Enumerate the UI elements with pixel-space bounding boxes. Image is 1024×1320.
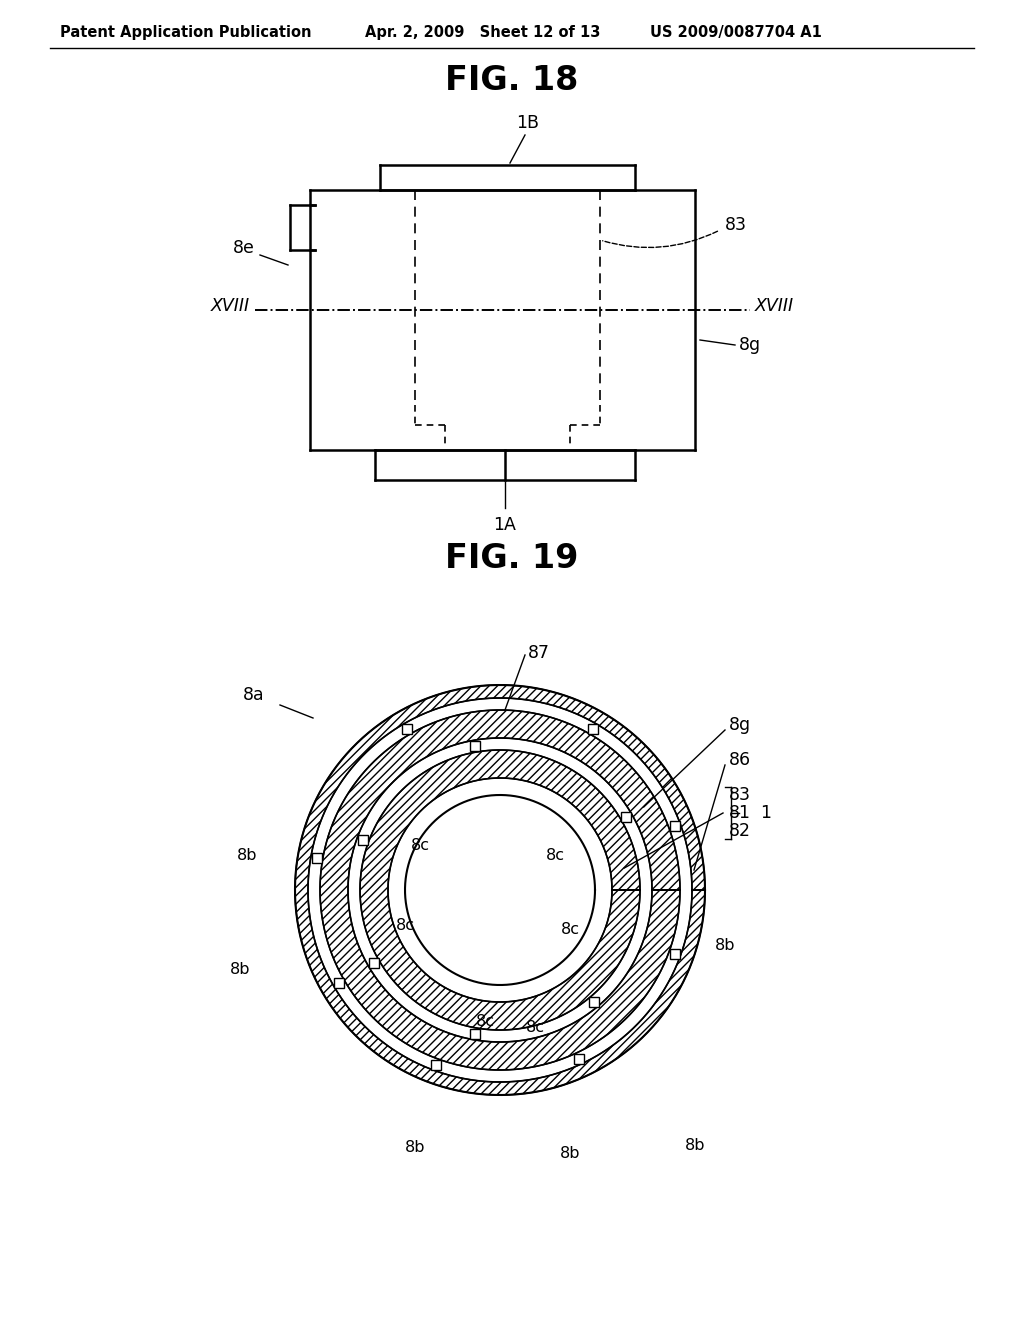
Text: 8c: 8c (395, 917, 415, 932)
Text: 8b: 8b (229, 962, 250, 978)
FancyBboxPatch shape (470, 742, 479, 751)
Text: 8c: 8c (475, 1015, 495, 1030)
Polygon shape (360, 750, 640, 1030)
Text: 8b: 8b (715, 937, 735, 953)
Text: 8b: 8b (560, 1146, 581, 1160)
Polygon shape (321, 710, 680, 1071)
Text: 1A: 1A (494, 516, 516, 535)
FancyBboxPatch shape (431, 1060, 441, 1069)
Text: 8c: 8c (546, 847, 564, 862)
Text: 83: 83 (725, 216, 746, 234)
Text: 83: 83 (729, 785, 751, 804)
Text: 1: 1 (760, 804, 771, 822)
FancyBboxPatch shape (588, 723, 598, 734)
FancyBboxPatch shape (573, 1053, 584, 1064)
Text: 8c: 8c (525, 1019, 545, 1035)
FancyBboxPatch shape (369, 958, 379, 968)
Text: XVIII: XVIII (755, 297, 795, 315)
Text: 8a: 8a (244, 686, 265, 704)
FancyBboxPatch shape (312, 853, 322, 863)
Text: 86: 86 (729, 751, 752, 770)
FancyBboxPatch shape (670, 949, 680, 958)
FancyBboxPatch shape (402, 723, 412, 734)
FancyBboxPatch shape (357, 836, 368, 845)
Text: US 2009/0087704 A1: US 2009/0087704 A1 (650, 25, 822, 40)
Text: 1B: 1B (516, 114, 540, 132)
FancyBboxPatch shape (589, 997, 599, 1007)
Text: 81: 81 (729, 804, 751, 822)
Text: 87: 87 (528, 644, 550, 663)
Text: FIG. 18: FIG. 18 (445, 63, 579, 96)
Text: XVIII: XVIII (211, 297, 250, 315)
Text: 8b: 8b (237, 847, 257, 862)
Text: FIG. 19: FIG. 19 (445, 541, 579, 574)
Text: 8c: 8c (411, 837, 429, 853)
Text: 8c: 8c (560, 923, 580, 937)
Text: 8b: 8b (685, 1138, 706, 1152)
FancyBboxPatch shape (470, 1028, 479, 1039)
Text: 8g: 8g (739, 337, 761, 354)
Text: 8e: 8e (233, 239, 255, 257)
FancyBboxPatch shape (670, 821, 680, 832)
FancyBboxPatch shape (622, 812, 632, 822)
Text: Patent Application Publication: Patent Application Publication (60, 25, 311, 40)
FancyBboxPatch shape (334, 978, 344, 987)
Text: 8b: 8b (404, 1139, 425, 1155)
Text: Apr. 2, 2009   Sheet 12 of 13: Apr. 2, 2009 Sheet 12 of 13 (365, 25, 600, 40)
Polygon shape (295, 685, 705, 1096)
Text: 82: 82 (729, 822, 751, 840)
Text: 8g: 8g (729, 715, 752, 734)
